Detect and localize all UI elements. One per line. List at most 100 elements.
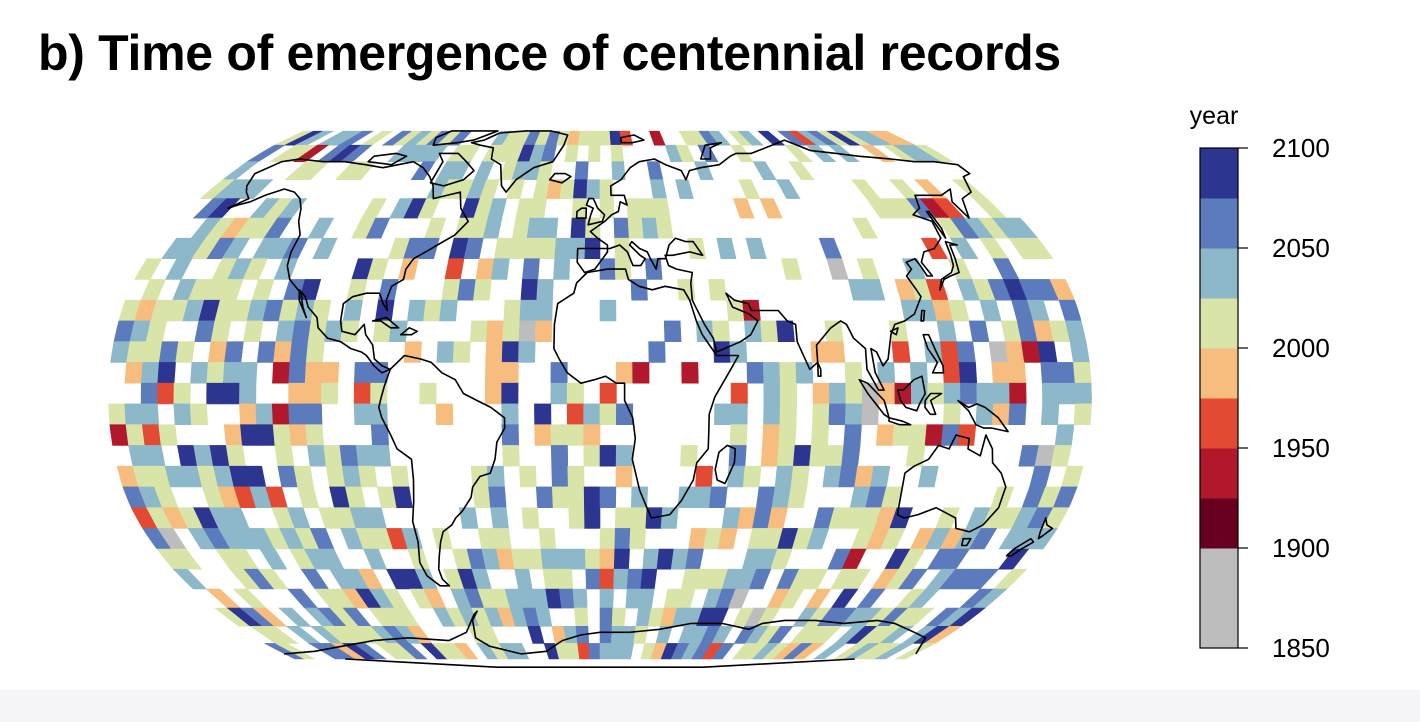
grid-cell	[133, 258, 163, 280]
grid-cell	[1061, 465, 1084, 488]
grid-cell	[293, 465, 314, 488]
grid-cell	[555, 548, 572, 570]
coastline-australia	[896, 434, 1007, 533]
grid-cell	[957, 424, 977, 446]
grid-cell	[784, 144, 813, 162]
grid-cell	[599, 130, 612, 146]
grid-cell	[390, 465, 410, 488]
grid-cell	[353, 362, 372, 384]
grid-cell	[239, 362, 258, 384]
grid-cell	[892, 424, 911, 446]
grid-cell	[222, 362, 242, 384]
legend-tick-label: 1950	[1272, 433, 1330, 463]
grid-cell	[526, 217, 545, 239]
grid-cell	[339, 445, 359, 467]
legend-bin	[1200, 298, 1238, 349]
grid-cell	[297, 486, 320, 508]
grid-cell	[256, 424, 276, 446]
grid-cell	[289, 341, 309, 363]
grid-cell	[346, 279, 368, 301]
coastline-cuba	[371, 316, 400, 329]
legend-tick-label: 2050	[1272, 233, 1330, 263]
grid-cell	[502, 445, 520, 467]
grid-cell	[585, 217, 601, 239]
coastline-philippines	[922, 333, 945, 374]
grid-cell	[828, 403, 847, 425]
legend-bin	[1200, 398, 1238, 449]
grid-cell	[261, 626, 299, 644]
grid-cell	[358, 465, 378, 488]
grid-cell	[812, 382, 830, 405]
coastline-iceland	[548, 172, 572, 184]
grid-cell	[397, 258, 419, 280]
coastline-hainan	[889, 327, 899, 336]
grid-cell	[599, 568, 615, 590]
grid-cell	[1073, 403, 1092, 425]
grid-cell	[826, 341, 846, 363]
grid-cell	[239, 403, 258, 425]
grid-cell	[863, 279, 886, 301]
legend-bin	[1200, 448, 1238, 499]
grid-cell	[501, 362, 519, 384]
grid-cell	[558, 588, 575, 609]
grid-cell	[1040, 362, 1060, 384]
grid-cell	[273, 258, 299, 280]
grid-cell	[567, 465, 585, 488]
grid-cell	[140, 382, 159, 405]
grid-cell	[307, 217, 335, 239]
grid-cell	[693, 161, 714, 180]
grid-cell	[792, 643, 825, 660]
grid-cell	[599, 588, 614, 609]
grid-cell	[795, 362, 814, 384]
grid-cell	[574, 161, 589, 180]
grid-cell	[538, 528, 557, 550]
grid-cell	[550, 362, 568, 384]
grid-cell	[1073, 362, 1092, 384]
grid-cell	[818, 237, 843, 259]
grid-cell	[746, 362, 765, 384]
grid-cell	[556, 568, 574, 590]
grid-cell	[490, 507, 509, 529]
grid-cell	[652, 198, 671, 219]
grid-cell	[492, 528, 512, 550]
grid-cell	[312, 237, 338, 259]
grid-cell	[760, 445, 780, 467]
grid-cell	[1058, 382, 1076, 405]
grid-cell	[473, 279, 492, 301]
grid-cell	[370, 424, 390, 446]
coastline-ellesmere	[432, 130, 499, 146]
grid-cell	[894, 382, 912, 405]
grid-cell	[407, 299, 427, 322]
grid-cell	[288, 362, 307, 384]
grid-cell	[732, 198, 755, 219]
grid-cell	[158, 424, 178, 446]
grid-cell	[586, 179, 601, 199]
grid-cell	[860, 144, 896, 162]
grid-cell	[640, 568, 658, 590]
grid-cell	[206, 382, 224, 405]
grid-cell	[917, 465, 939, 488]
grid-cell	[584, 507, 601, 529]
grid-cell	[914, 144, 955, 162]
grid-cell	[550, 424, 568, 446]
legend-tick-label: 2100	[1272, 133, 1330, 163]
grid-cell	[681, 362, 699, 384]
grid-cell	[716, 237, 737, 259]
grid-cell	[1008, 403, 1027, 425]
grid-cell	[397, 643, 428, 660]
grid-cell	[776, 320, 795, 342]
grid-cell	[510, 643, 530, 660]
coastline-japan	[939, 240, 960, 291]
grid-cell	[992, 382, 1011, 405]
grid-cell	[790, 465, 810, 488]
grid-cell	[566, 424, 584, 446]
grid-cell	[365, 217, 391, 239]
grid-cell	[1022, 237, 1054, 259]
coastline-borneo	[897, 375, 926, 412]
grid-cell	[813, 643, 848, 660]
grid-cell	[599, 607, 614, 627]
grid-cell	[173, 403, 192, 425]
grid-cell	[599, 528, 616, 550]
grid-cell	[583, 424, 601, 446]
grid-cell	[323, 445, 343, 467]
